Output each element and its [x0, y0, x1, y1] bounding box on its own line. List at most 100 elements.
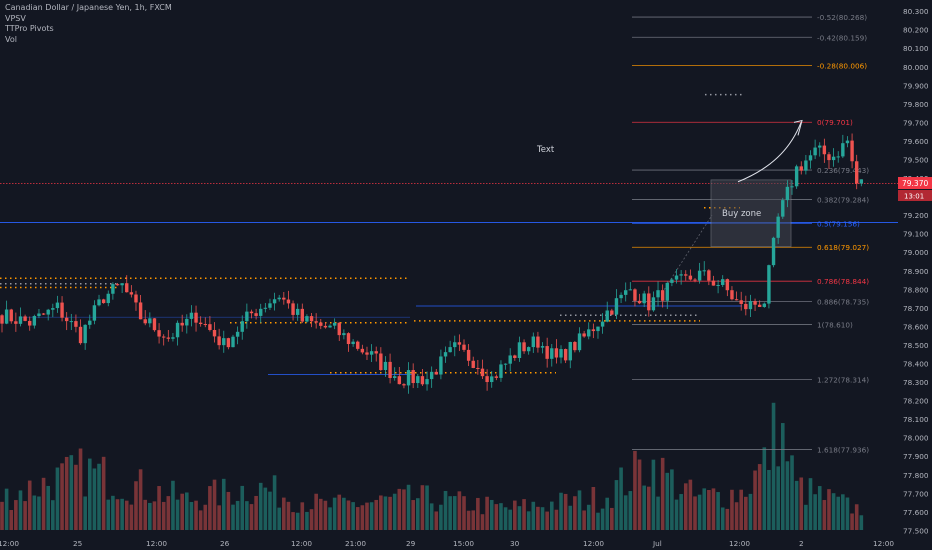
candle-body	[596, 326, 600, 332]
candle-body	[660, 290, 665, 301]
indicator-ttpro-pivots[interactable]: TTPro Pivots	[5, 24, 54, 34]
candle-body	[162, 336, 166, 338]
volume-bar	[549, 501, 554, 530]
price-axis[interactable]: 80.300 80.200 80.100 80.000 79.900 79.800 79.7…	[898, 0, 932, 550]
volume-bar	[628, 491, 633, 530]
candle-body	[32, 316, 37, 326]
candle-body	[855, 161, 859, 184]
volume-bar	[180, 493, 184, 530]
fib-level-label: 1.618(77.936)	[817, 446, 869, 455]
fib-level-label: -0.42(80.159)	[817, 33, 867, 42]
candle-body	[476, 367, 480, 369]
volume-bar	[707, 489, 711, 530]
price-tick-label: 79.000	[903, 248, 929, 257]
volume-bar	[111, 495, 115, 530]
candle-body	[822, 145, 827, 155]
candle-body	[300, 308, 304, 322]
volume-bar	[392, 493, 397, 530]
volume-bar	[305, 511, 309, 530]
volume-bar	[670, 469, 674, 530]
buy-zone-label[interactable]: Buy zone	[722, 209, 761, 219]
volume-bar	[799, 477, 804, 530]
volume-bar	[554, 509, 559, 530]
candle-body	[342, 333, 346, 336]
price-tick-label: 80.300	[903, 7, 929, 16]
candle-body	[443, 352, 448, 357]
candle-body	[166, 337, 171, 339]
candle-body	[14, 321, 18, 324]
volume-bar	[600, 508, 605, 530]
time-tick-label: 30	[510, 539, 520, 548]
trend-dashed-line[interactable]	[661, 214, 713, 294]
volume-bar	[92, 468, 97, 530]
price-tick-label: 79.200	[903, 211, 929, 220]
volume-bar	[143, 499, 148, 530]
volume-bar	[637, 459, 642, 530]
volume-bar	[734, 502, 739, 530]
volume-bar	[106, 499, 111, 530]
candle-body	[240, 321, 244, 332]
fib-level-label: 0.5(79.156)	[817, 219, 860, 228]
volume-bar	[656, 496, 660, 530]
volume-bar	[536, 506, 540, 530]
candle-body	[314, 321, 318, 323]
candle-body	[799, 166, 803, 171]
volume-bar	[286, 501, 291, 530]
candle-body	[688, 275, 693, 280]
volume-bar	[854, 504, 859, 530]
annotations[interactable]: Text Buy zone	[536, 145, 761, 219]
candle-body	[41, 313, 46, 315]
candle-body	[231, 336, 235, 348]
candle-body	[88, 320, 92, 325]
symbol-title[interactable]: Canadian Dollar / Japanese Yen, 1h, FXCM	[5, 3, 172, 12]
candle-body	[212, 329, 217, 337]
price-tick-label: 78.100	[903, 415, 929, 424]
current-price-label: 79.370	[902, 179, 928, 188]
candles	[0, 133, 864, 394]
volume-bar	[374, 499, 379, 530]
price-tick-label: 79.700	[903, 118, 929, 127]
projection-arrow[interactable]	[737, 122, 802, 183]
candle-body	[600, 321, 605, 327]
chart-legend[interactable]: Canadian Dollar / Japanese Yen, 1h, FXCM…	[5, 3, 172, 45]
volume-bar	[850, 513, 854, 530]
candle-body	[471, 360, 475, 368]
volume-bar	[291, 512, 295, 530]
volume-bar	[166, 496, 171, 530]
indicator-vpsv[interactable]: VPSV	[5, 13, 26, 23]
volume-bar	[212, 479, 217, 530]
candle-body	[453, 342, 457, 348]
volume-bar	[744, 496, 748, 530]
candle-body	[23, 316, 27, 321]
volume-bar	[688, 479, 693, 530]
indicator-vol[interactable]: Vol	[5, 34, 17, 44]
candle-body	[831, 156, 836, 161]
price-tick-label: 78.900	[903, 267, 929, 276]
candle-body	[148, 318, 152, 324]
candle-body	[37, 313, 41, 317]
volume-bar	[369, 502, 374, 530]
candle-body	[670, 279, 674, 283]
volume-bar	[540, 507, 545, 530]
price-tick-label: 78.600	[903, 322, 929, 331]
volume-bar	[263, 487, 268, 530]
volume-bar	[101, 456, 106, 530]
volume-bar	[346, 500, 351, 530]
candle-body	[818, 145, 822, 148]
volume-bar	[323, 500, 328, 530]
volume-bar	[272, 475, 277, 530]
volume-bar	[836, 496, 841, 530]
fib-level-label: -0.28(80.006)	[817, 62, 867, 71]
text-annotation[interactable]: Text	[536, 145, 555, 155]
volume-bar	[508, 509, 512, 530]
time-axis[interactable]: 12:00 25 12:00 26 12:00 21:00 29 15:00 30 12:00 Ju…	[0, 536, 932, 550]
time-tick-label: 26	[220, 539, 230, 548]
candle-body	[101, 299, 106, 304]
candle-body	[624, 290, 628, 295]
candle-body	[841, 143, 845, 157]
candle-body	[633, 289, 637, 301]
volume-bar	[443, 490, 448, 530]
volume-bar	[466, 510, 471, 530]
volume-bar	[586, 504, 591, 530]
